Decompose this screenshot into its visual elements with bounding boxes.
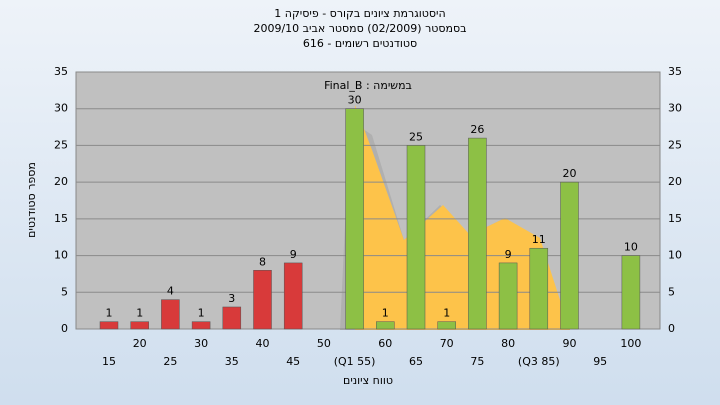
bar xyxy=(437,321,456,330)
x-tick-label: 95 xyxy=(593,355,607,368)
bar xyxy=(498,262,518,330)
bar xyxy=(130,321,149,330)
data-label: 26 xyxy=(470,123,484,136)
y-tick-label: 5 xyxy=(61,285,68,298)
x-tick-label: 90 xyxy=(563,337,577,350)
data-label: 1 xyxy=(106,307,113,320)
y2-tick-label: 30 xyxy=(668,102,682,115)
x-tick-label: 30 xyxy=(194,337,208,350)
x-tick-label: 35 xyxy=(225,355,239,368)
y2-tick-label: 5 xyxy=(668,285,675,298)
subtitle: סטודנטים רשומים - 616 xyxy=(303,37,417,50)
y-tick-label: 0 xyxy=(61,322,68,335)
data-label: 1 xyxy=(382,307,389,320)
data-label: 1 xyxy=(198,307,205,320)
data-label: 4 xyxy=(167,285,174,298)
bar xyxy=(253,270,272,330)
x-tick-label: 60 xyxy=(378,337,392,350)
bar xyxy=(621,255,641,330)
y2-tick-label: 10 xyxy=(668,249,682,262)
bar xyxy=(222,306,242,330)
data-label: 10 xyxy=(624,241,638,254)
bar xyxy=(161,299,180,330)
y2-tick-label: 35 xyxy=(668,65,682,78)
x-axis-label: טווח ציונים xyxy=(343,374,393,387)
data-label: 1 xyxy=(136,307,143,320)
subtitle: בסמסטר (02/2009) סמסטר אביב 2009/10 xyxy=(253,22,466,35)
data-label: 9 xyxy=(290,248,297,261)
x-tick-label: 45 xyxy=(286,355,300,368)
x-tick-label: 75 xyxy=(470,355,484,368)
x-tick-label: 100 xyxy=(620,337,641,350)
data-label: 20 xyxy=(563,167,577,180)
bar xyxy=(345,108,364,330)
bar xyxy=(529,247,549,330)
annotation: במשימה : Final_B xyxy=(324,79,412,92)
x-tick-label: 65 xyxy=(409,355,423,368)
y2-tick-label: 25 xyxy=(668,138,682,151)
x-tick-label: 70 xyxy=(440,337,454,350)
x-tick-label: 50 xyxy=(317,337,331,350)
y-tick-label: 10 xyxy=(54,249,68,262)
y2-tick-label: 0 xyxy=(668,322,675,335)
x-tick-label: (Q3 85) xyxy=(518,355,560,368)
y-tick-label: 30 xyxy=(54,102,68,115)
bar xyxy=(283,262,303,330)
data-label: 8 xyxy=(259,255,266,268)
y-axis-label: מספר סטודנטים xyxy=(25,162,38,238)
x-tick-label: 80 xyxy=(501,337,515,350)
x-tick-label: 25 xyxy=(163,355,177,368)
bar xyxy=(560,181,579,330)
chart-title: היסטוגרמת ציונים בקורס - פיסיקה 1 xyxy=(274,7,445,20)
y-tick-label: 20 xyxy=(54,175,68,188)
data-label: 1 xyxy=(443,307,450,320)
data-label: 3 xyxy=(228,292,235,305)
data-label: 30 xyxy=(348,94,362,107)
y2-tick-label: 20 xyxy=(668,175,682,188)
bar xyxy=(99,321,119,330)
bar xyxy=(376,321,395,330)
bar xyxy=(191,321,211,330)
y-tick-label: 35 xyxy=(54,65,68,78)
x-tick-label: 20 xyxy=(133,337,147,350)
y2-tick-label: 15 xyxy=(668,212,682,225)
data-label: 11 xyxy=(532,233,546,246)
bar xyxy=(406,145,426,330)
x-tick-label: (Q1 55) xyxy=(334,355,376,368)
y-tick-label: 15 xyxy=(54,212,68,225)
x-tick-label: 40 xyxy=(256,337,270,350)
data-label: 25 xyxy=(409,130,423,143)
x-tick-label: 15 xyxy=(102,355,116,368)
data-label: 9 xyxy=(505,248,512,261)
bar xyxy=(468,137,487,330)
y-tick-label: 25 xyxy=(54,138,68,151)
